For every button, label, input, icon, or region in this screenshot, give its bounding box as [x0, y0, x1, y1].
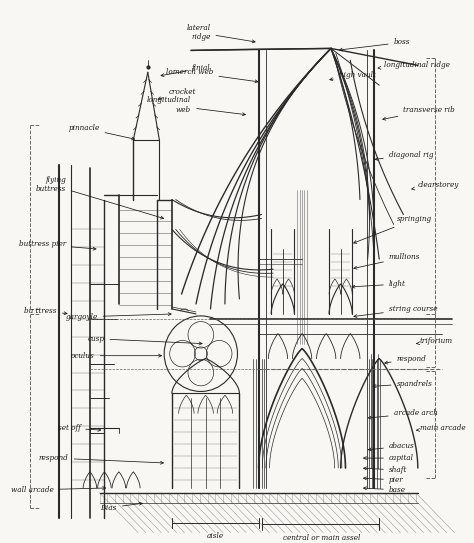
Text: buttress pier: buttress pier [18, 241, 96, 250]
Text: boss: boss [339, 39, 410, 51]
Text: triforium: triforium [417, 337, 453, 345]
Text: capital: capital [364, 454, 414, 462]
Text: gargoyle: gargoyle [65, 313, 171, 321]
Text: set off: set off [57, 424, 101, 432]
Text: crocket: crocket [158, 88, 196, 100]
Text: longitudinal ridge: longitudinal ridge [378, 61, 450, 70]
Text: respond: respond [385, 355, 426, 364]
Text: pinnacle: pinnacle [68, 124, 135, 140]
Text: wall arcade: wall arcade [10, 486, 106, 494]
Text: string course: string course [354, 305, 438, 318]
Text: diagonal rig: diagonal rig [375, 151, 433, 160]
Text: oculus: oculus [71, 352, 162, 359]
Text: transverse rib: transverse rib [383, 106, 455, 120]
Text: shaft: shaft [364, 466, 407, 474]
Text: main arcade: main arcade [417, 424, 465, 432]
Text: clearstorey: clearstorey [412, 181, 459, 190]
Text: mullions: mullions [354, 253, 420, 269]
Text: longitudinal
web: longitudinal web [147, 97, 246, 116]
Text: cusp: cusp [87, 335, 202, 345]
Text: lomerch web: lomerch web [166, 68, 258, 83]
Text: lateral
ridge: lateral ridge [186, 24, 255, 43]
Text: spandrels: spandrels [373, 380, 432, 388]
Text: base: base [364, 486, 406, 494]
Text: pier: pier [364, 476, 404, 484]
Text: abacus: abacus [368, 442, 415, 451]
Text: bu ttress: bu ttress [24, 307, 67, 315]
Text: light: light [352, 280, 406, 288]
Text: respond: respond [39, 454, 164, 464]
Text: finial: finial [161, 64, 210, 77]
Text: high vault: high vault [330, 71, 375, 80]
Text: central or main assel: central or main assel [283, 534, 360, 541]
Text: flying
buttress: flying buttress [36, 176, 164, 219]
Text: springing: springing [354, 216, 432, 243]
Text: aisle: aisle [207, 532, 224, 540]
Text: Dias: Dias [100, 502, 142, 512]
Text: arcade arch: arcade arch [368, 409, 438, 419]
